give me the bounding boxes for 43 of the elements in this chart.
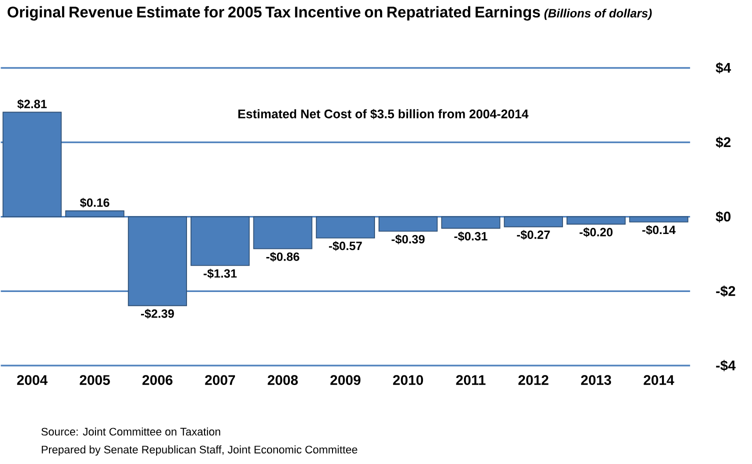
bar — [566, 216, 626, 225]
bar — [65, 210, 124, 218]
chart-subtitle: (Billions of dollars) — [544, 8, 652, 20]
x-tick-label: 2013 — [581, 375, 612, 386]
bar — [2, 112, 62, 218]
y-tick-label: -$2 — [716, 286, 736, 298]
source-note: Source: Joint Committee on Taxation — [41, 428, 220, 436]
bar — [316, 216, 375, 239]
bar — [629, 216, 688, 223]
x-tick-label: 2007 — [205, 375, 235, 386]
text: Prepared by Senate Republican Staff, Joint Economic Committee — [42, 446, 358, 456]
bar — [190, 216, 250, 266]
x-tick-label: 2014 — [644, 375, 674, 386]
y-tick-label: -$4 — [716, 360, 736, 372]
x-tick-label: 2006 — [142, 375, 172, 386]
x-tick-label: 2009 — [330, 375, 360, 386]
y-tick-label: $2 — [716, 136, 731, 148]
data-label: -$0.27 — [516, 230, 550, 240]
bar — [441, 216, 500, 229]
y-tick-label: $4 — [716, 62, 731, 74]
bar — [504, 216, 563, 228]
data-label: -$2.39 — [140, 309, 174, 319]
data-label: $2.81 — [17, 100, 47, 110]
x-tick-label: 2004 — [17, 375, 48, 386]
x-tick-label: 2005 — [80, 375, 110, 386]
annotation: Estimated Net Cost of $3.5 billion from 2004-2014 — [238, 109, 528, 120]
data-label: $0.16 — [80, 198, 110, 208]
bar — [128, 216, 187, 306]
data-label: -$0.86 — [266, 252, 300, 262]
x-tick-label: 2012 — [518, 375, 548, 386]
chart-title: Original Revenue Estimate for 2005 Tax Incentive on Repatriated Earnings — [8, 6, 540, 21]
data-label: -$0.57 — [328, 241, 362, 252]
data-label: -$0.20 — [580, 228, 613, 238]
x-tick-label: 2010 — [393, 375, 424, 386]
data-label: -$1.31 — [204, 268, 237, 279]
data-label: -$0.31 — [454, 232, 488, 242]
bar — [378, 216, 438, 232]
y-tick-label: $0 — [716, 211, 730, 223]
data-label: -$0.39 — [392, 234, 425, 244]
data-label: -$0.14 — [642, 225, 676, 236]
bar — [253, 216, 312, 250]
x-tick-label: 2008 — [268, 375, 298, 386]
x-tick-label: 2011 — [456, 375, 486, 386]
